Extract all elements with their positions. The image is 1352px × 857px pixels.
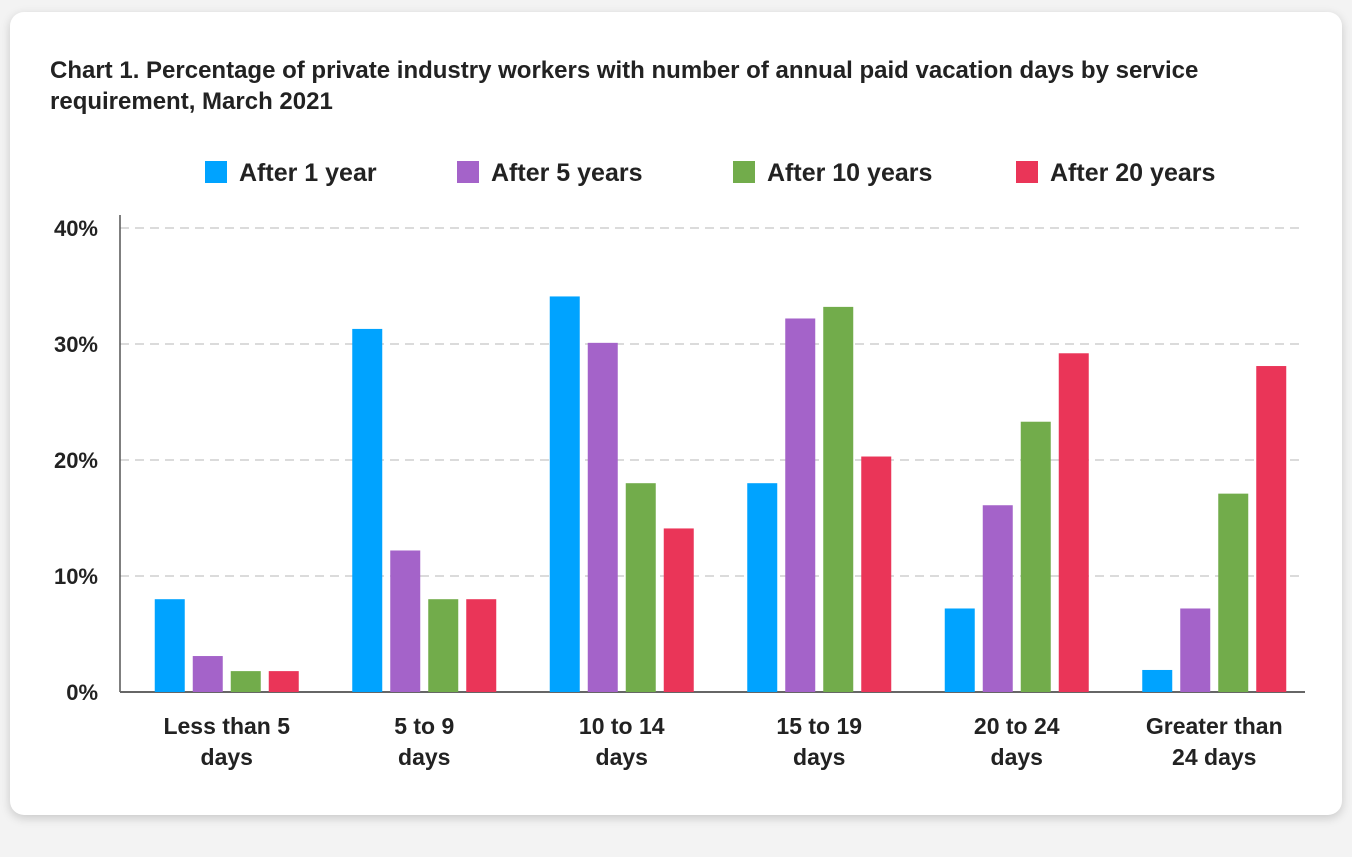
y-tick-label: 20% bbox=[54, 448, 98, 473]
bar-after-5-years bbox=[587, 342, 618, 692]
bar-after-20-years bbox=[1256, 366, 1287, 692]
y-tick-label: 10% bbox=[54, 564, 98, 589]
legend-swatch bbox=[457, 161, 479, 183]
bar-after-5-years bbox=[1180, 608, 1211, 692]
bar-after-1-year bbox=[747, 483, 778, 692]
bar-after-5-years bbox=[390, 550, 421, 692]
bar-after-1-year bbox=[352, 328, 383, 692]
bar-after-10-years bbox=[428, 599, 459, 692]
x-tick-label: days bbox=[991, 744, 1043, 770]
bar-after-20-years bbox=[268, 671, 299, 692]
x-tick-label: 20 to 24 bbox=[974, 713, 1060, 739]
y-tick-label: 30% bbox=[54, 332, 98, 357]
legend-label: After 1 year bbox=[239, 159, 377, 187]
legend-swatch bbox=[1016, 161, 1038, 183]
y-tick-label: 0% bbox=[66, 680, 98, 705]
bar-after-20-years bbox=[1058, 353, 1089, 692]
y-tick-label: 40% bbox=[54, 216, 98, 241]
bar-after-5-years bbox=[192, 656, 223, 692]
x-tick-label: days bbox=[201, 744, 253, 770]
bar-after-1-year bbox=[944, 608, 975, 692]
legend-label: After 5 years bbox=[491, 159, 642, 187]
x-tick-label: Less than 5 bbox=[163, 713, 290, 739]
bar-after-5-years bbox=[982, 505, 1013, 692]
bar-after-10-years bbox=[1020, 421, 1051, 692]
bar-after-10-years bbox=[230, 671, 261, 692]
legend-swatch bbox=[205, 161, 227, 183]
bar-after-10-years bbox=[1218, 493, 1249, 692]
x-tick-label: 5 to 9 bbox=[394, 713, 454, 739]
x-tick-label: days bbox=[398, 744, 450, 770]
x-tick-label: Greater than bbox=[1146, 713, 1283, 739]
x-tick-label: days bbox=[596, 744, 648, 770]
bar-after-1-year bbox=[1142, 669, 1173, 692]
bar-after-20-years bbox=[861, 456, 892, 692]
bar-after-5-years bbox=[785, 318, 816, 692]
bar-after-10-years bbox=[625, 483, 656, 692]
bar-after-10-years bbox=[823, 306, 854, 692]
x-tick-label: 24 days bbox=[1172, 744, 1256, 770]
bar-after-1-year bbox=[549, 296, 580, 692]
legend-label: After 10 years bbox=[767, 159, 932, 187]
bar-after-1-year bbox=[154, 599, 185, 692]
bar-after-20-years bbox=[466, 599, 497, 692]
legend-swatch bbox=[733, 161, 755, 183]
x-tick-label: 15 to 19 bbox=[776, 713, 862, 739]
x-tick-label: 10 to 14 bbox=[579, 713, 665, 739]
x-tick-label: days bbox=[793, 744, 845, 770]
bar-after-20-years bbox=[663, 528, 694, 692]
chart-title: Chart 1. Percentage of private industry … bbox=[50, 57, 1199, 115]
legend-label: After 20 years bbox=[1050, 159, 1215, 187]
